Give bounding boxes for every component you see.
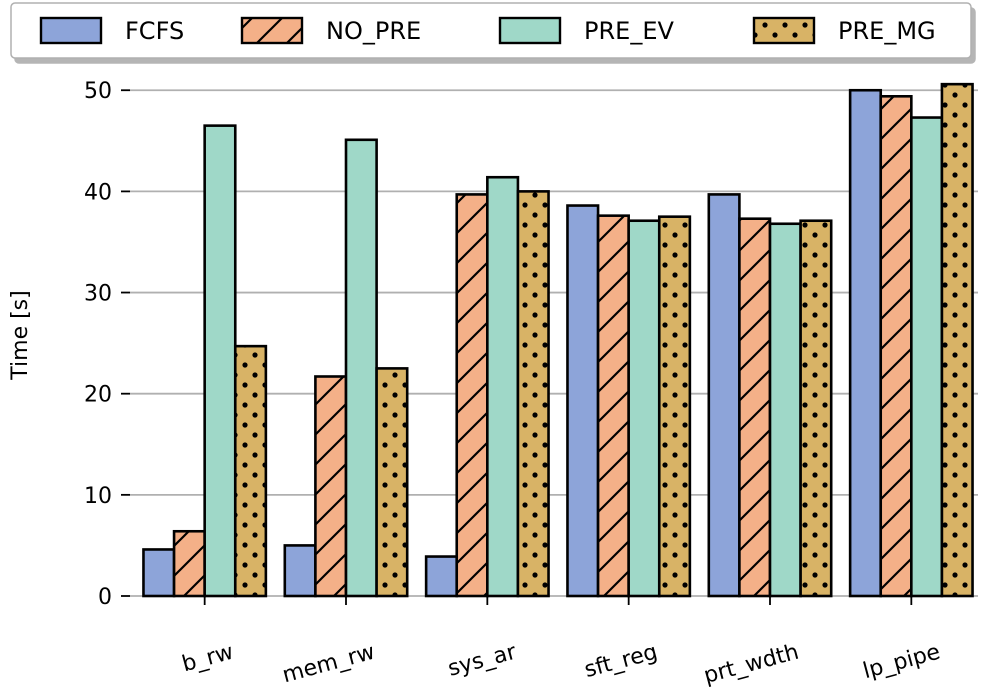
bar-prt-wdth-pre-ev <box>768 222 802 598</box>
x-ticks: b_rw mem_rw sys_ar sft_reg prt_wdth lp_pipe <box>180 596 943 689</box>
y-tick-label: 30 <box>84 282 112 307</box>
legend-label: FCFS <box>125 17 184 45</box>
bar-prt-wdth-no-pre <box>738 217 772 598</box>
legend-label: NO_PRE <box>326 17 421 45</box>
legend-item-pre-mg: PRE_MG <box>752 16 936 45</box>
x-tick-label: sft_reg <box>582 640 660 683</box>
bar-mem-rw-pre-ev <box>344 138 378 598</box>
legend-swatch <box>39 16 103 45</box>
bar-sft-reg-pre-mg <box>657 215 692 598</box>
y-axis-label: Time [s] <box>8 290 33 380</box>
x-tick-label: sys_ar <box>445 639 519 681</box>
bar-b-rw-pre-ev <box>203 124 237 598</box>
bar-sft-reg-no-pre <box>596 214 630 598</box>
legend-item-no-pre: NO_PRE <box>240 16 421 45</box>
legend-frame <box>10 2 972 59</box>
legend-label: PRE_EV <box>584 17 674 45</box>
bar-sft-reg-fcfs <box>566 204 600 598</box>
y-tick-label: 50 <box>84 79 112 104</box>
y-ticks: 0 10 20 30 40 50 <box>84 79 130 610</box>
bars <box>142 82 974 598</box>
grid-lines <box>130 89 978 597</box>
bar-lp-pipe-no-pre <box>879 95 913 598</box>
bar-prt-wdth-fcfs <box>707 193 741 598</box>
legend: FCFS NO_PRE PRE_EV PRE_MG <box>10 2 972 59</box>
legend-swatch <box>498 16 562 45</box>
x-tick-label: b_rw <box>180 640 237 678</box>
bar-lp-pipe-fcfs <box>848 88 883 598</box>
x-tick-label: mem_rw <box>280 640 378 689</box>
bar-b-rw-pre-mg <box>233 344 268 598</box>
bar-mem-rw-fcfs <box>283 544 317 598</box>
y-tick-label: 10 <box>84 484 112 509</box>
bar-mem-rw-pre-mg <box>375 367 409 598</box>
y-tick-label: 20 <box>84 383 112 408</box>
legend-swatch <box>240 16 304 45</box>
bar-mem-rw-no-pre <box>314 375 348 598</box>
bar-b-rw-no-pre <box>172 529 206 598</box>
legend-swatch <box>752 16 816 45</box>
bar-sys-ar-fcfs <box>424 555 459 598</box>
bar-lp-pipe-pre-ev <box>910 116 944 598</box>
y-tick-label: 40 <box>84 180 112 205</box>
bar-lp-pipe-pre-mg <box>940 82 974 598</box>
bar-b-rw-fcfs <box>142 548 176 598</box>
bar-sys-ar-pre-ev <box>486 175 520 598</box>
bar-sys-ar-no-pre <box>455 193 489 598</box>
x-tick-label: prt_wdth <box>701 640 801 689</box>
legend-label: PRE_MG <box>838 17 936 45</box>
legend-item-fcfs: FCFS <box>39 16 184 45</box>
bar-sys-ar-pre-mg <box>516 190 550 598</box>
bar-sft-reg-pre-ev <box>627 219 661 598</box>
y-tick-label: 0 <box>98 585 112 610</box>
x-tick-label: lp_pipe <box>860 640 942 685</box>
legend-item-pre-ev: PRE_EV <box>498 16 674 45</box>
bar-prt-wdth-pre-mg <box>799 219 833 598</box>
